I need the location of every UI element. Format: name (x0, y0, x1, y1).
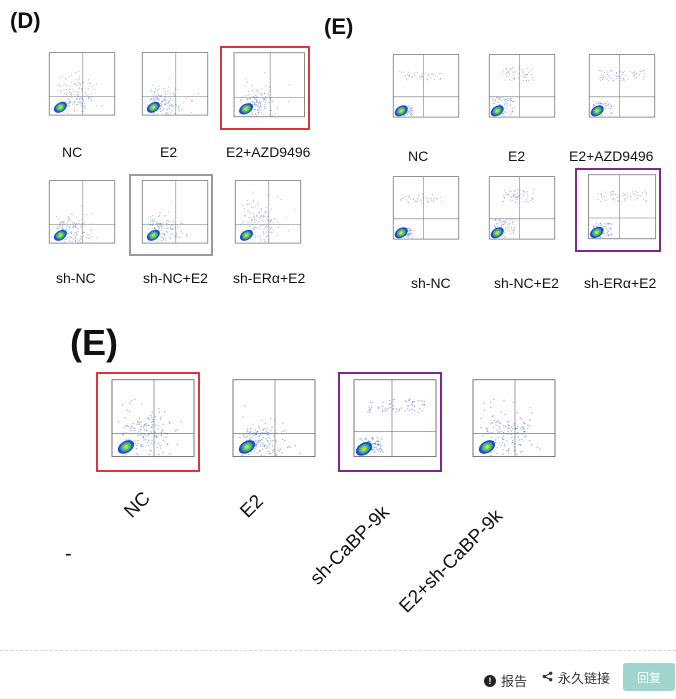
flow-plot-e-shnc-svg (392, 176, 460, 240)
flow-plot-e-shnc (382, 172, 462, 250)
label-e-sher-e2: sh-ERα+E2 (584, 275, 657, 291)
flow-plot-d-nc-svg (48, 52, 116, 116)
panel-letter-e-top: (E) (324, 14, 354, 39)
label-d-nc: NC (62, 144, 83, 160)
panel-letter-d: (D) (10, 8, 41, 33)
label-e-nc: NC (408, 148, 429, 164)
report-label: 报告 (501, 674, 528, 689)
flow-plot-d-e2-azd (220, 46, 310, 130)
stray-dash: - (65, 543, 72, 565)
label-d-sher-e2: sh-ERα+E2 (233, 270, 306, 286)
flow-plot-d-shnc-e2 (129, 174, 213, 256)
flow-plot-eb-e2-shcabp-svg (472, 379, 556, 457)
label-eb-e2: E2 (236, 491, 268, 523)
alert-icon: ! (484, 674, 496, 687)
flow-plot-eb-shcabp (338, 372, 442, 472)
label-e-shnc: sh-NC (411, 275, 451, 291)
flow-plot-e-sher-e2-svg (588, 174, 657, 240)
flow-plot-d-e2-azd-svg (233, 52, 305, 118)
label-d-shnc-e2: sh-NC+E2 (143, 270, 208, 286)
label-e-shnc-e2: sh-NC+E2 (494, 275, 559, 291)
label-eb-shcabp: sh-CaBP-9k (306, 502, 394, 590)
label-eb-nc: NC (120, 488, 155, 523)
label-eb-e2-shcabp: E2+sh-CaBP-9k (395, 505, 508, 618)
flow-plot-e-e2-azd (578, 50, 658, 128)
flow-plot-eb-nc-svg (111, 379, 195, 457)
label-d-e2: E2 (160, 144, 178, 160)
flow-plot-d-e2 (131, 48, 211, 126)
permalink-link[interactable]: 永久链接 (542, 668, 610, 687)
flow-plot-e-sher-e2 (575, 168, 661, 252)
reply-button[interactable]: 回复 (623, 663, 675, 691)
flow-plot-e-shnc-e2 (478, 172, 558, 250)
label-e-e2-azd: E2+AZD9496 (569, 148, 654, 164)
flow-plot-d-e2-svg (141, 52, 209, 116)
panel-letter-e-bottom: (E) (70, 322, 118, 363)
flow-plot-eb-shcabp-svg (353, 379, 437, 457)
flow-plot-e-e2-svg (488, 54, 556, 118)
flow-plot-e-nc (382, 50, 462, 128)
flow-plot-d-nc (38, 48, 118, 126)
label-e-e2: E2 (508, 148, 526, 164)
flow-plot-e-nc-svg (392, 54, 460, 118)
flow-plot-d-shnc (38, 176, 118, 254)
flow-plot-e-shnc-e2-svg (488, 176, 556, 240)
flow-plot-e-e2 (478, 50, 558, 128)
flow-plot-eb-e2 (219, 374, 319, 470)
flow-plot-eb-nc (96, 372, 200, 472)
label-d-e2-azd: E2+AZD9496 (226, 144, 311, 160)
flow-plot-d-shnc-svg (48, 180, 116, 244)
label-d-shnc: sh-NC (56, 270, 96, 286)
flow-plot-e-e2-azd-svg (588, 54, 656, 118)
flow-plot-d-sher-e2-svg (234, 180, 302, 244)
post-footer (0, 650, 676, 699)
permalink-label: 永久链接 (558, 671, 611, 686)
flow-plot-eb-e2-shcabp (459, 374, 559, 470)
flow-plot-d-sher-e2 (224, 176, 304, 254)
flow-plot-eb-e2-svg (232, 379, 316, 457)
report-link[interactable]: ! 报告 (484, 671, 527, 690)
share-icon (542, 670, 553, 685)
flow-plot-d-shnc-e2-svg (141, 180, 209, 244)
